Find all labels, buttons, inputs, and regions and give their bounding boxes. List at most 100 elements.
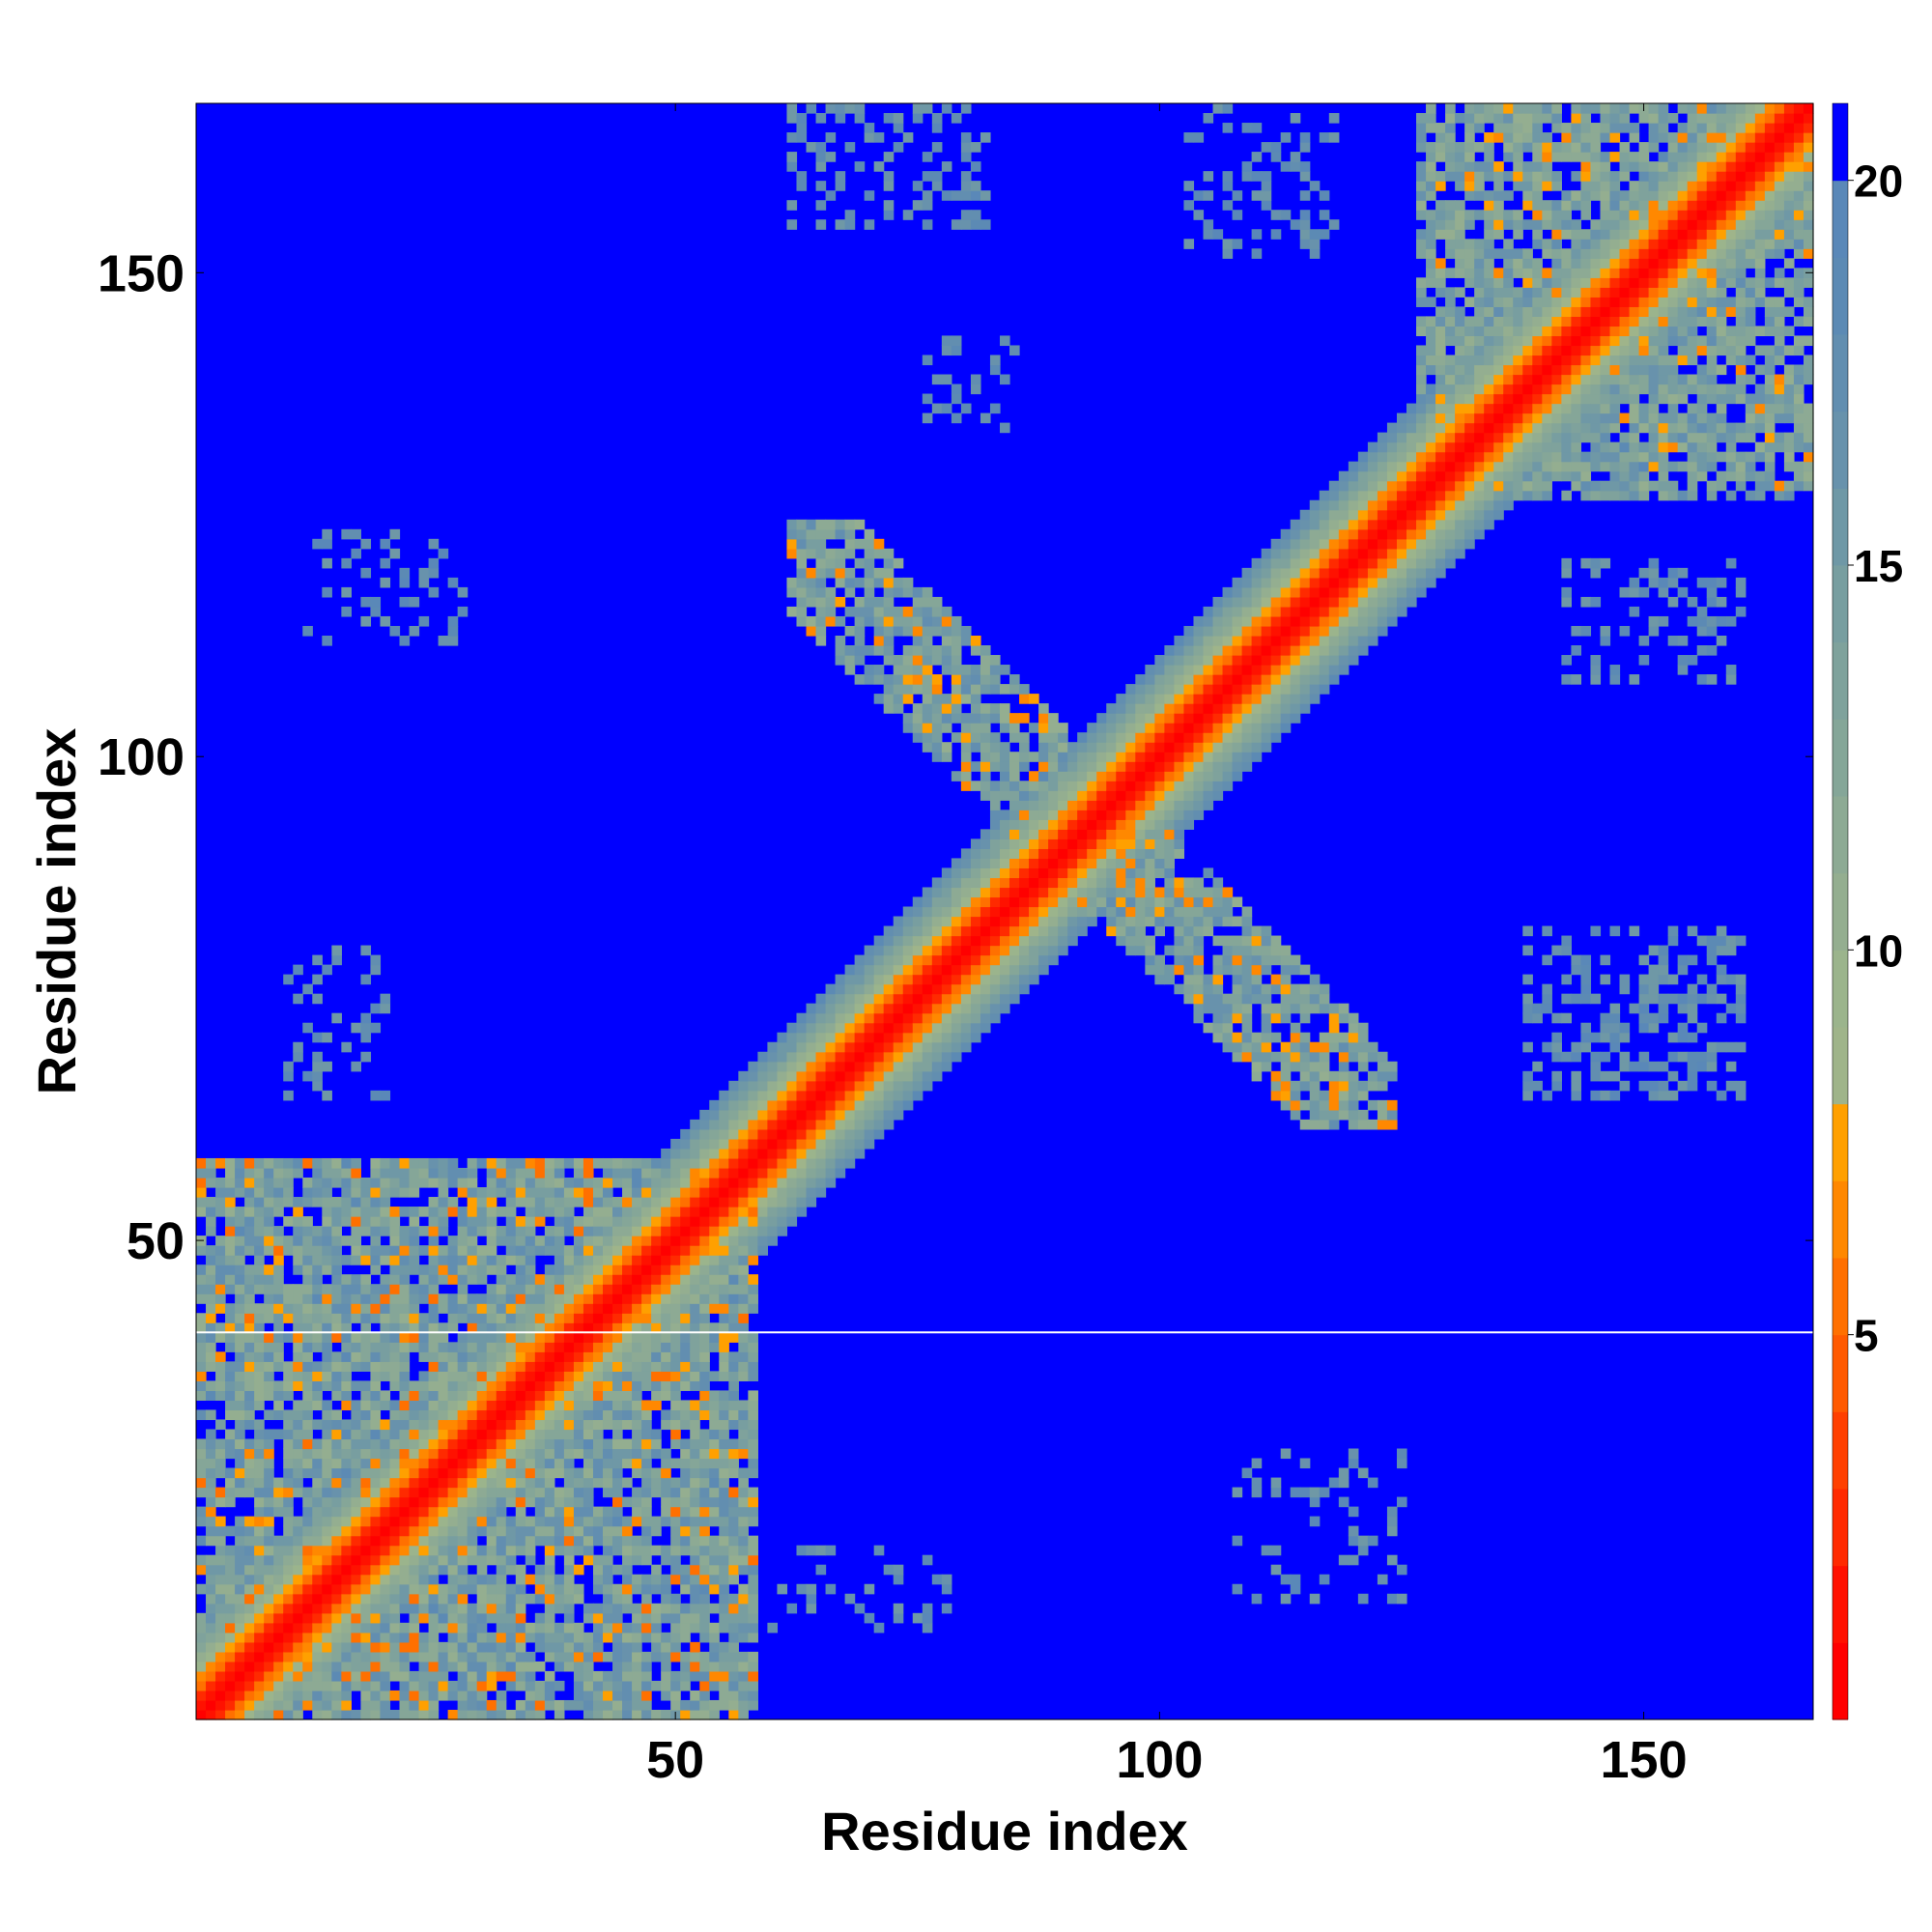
heatmap-cell (351, 1661, 361, 1672)
heatmap-cell (922, 935, 933, 947)
heatmap-cell (254, 1545, 265, 1556)
heatmap-cell (989, 945, 1001, 956)
heatmap-cell (244, 1419, 255, 1431)
heatmap-cell (941, 964, 952, 976)
heatmap-cell (380, 1197, 391, 1208)
heatmap-cell (612, 1661, 623, 1672)
heatmap-cell (341, 1167, 352, 1179)
heatmap-cell (438, 1593, 449, 1605)
heatmap-cell (1183, 896, 1195, 908)
heatmap-cell (844, 974, 856, 985)
heatmap-cell (302, 1197, 313, 1208)
heatmap-cell (825, 1167, 837, 1179)
heatmap-cell (302, 1690, 313, 1701)
heatmap-cell (389, 1371, 401, 1381)
heatmap-cell (748, 1574, 758, 1585)
heatmap-cell (447, 1612, 459, 1624)
heatmap-cell (603, 1390, 613, 1402)
heatmap-cell (1087, 877, 1097, 889)
heatmap-cell (418, 1574, 430, 1585)
heatmap-cell (835, 1051, 846, 1063)
heatmap-cell (312, 1322, 323, 1333)
heatmap-cell (360, 1661, 372, 1672)
heatmap-cell (951, 906, 962, 918)
heatmap-cell (360, 1458, 372, 1469)
heatmap-cell (380, 1361, 391, 1372)
heatmap-cell (1203, 615, 1214, 627)
heatmap-cell (709, 1245, 720, 1256)
heatmap-cell (912, 1041, 923, 1053)
heatmap-cell (777, 1070, 788, 1082)
heatmap-cell (632, 1409, 642, 1421)
heatmap-cell (641, 1690, 652, 1701)
heatmap-cell (902, 925, 914, 937)
heatmap-cell (1183, 906, 1195, 918)
heatmap-cell (690, 1216, 700, 1227)
heatmap-cell (196, 1467, 207, 1479)
heatmap-cell (418, 1709, 430, 1720)
heatmap-cell (447, 1622, 459, 1634)
heatmap-cell (573, 1535, 584, 1547)
heatmap-cell (360, 1390, 372, 1402)
heatmap-cell (1145, 964, 1155, 976)
heatmap-cell (341, 1603, 352, 1614)
heatmap-cell (428, 1467, 440, 1479)
heatmap-cell (554, 1651, 565, 1662)
heatmap-cell (582, 1342, 594, 1352)
heatmap-cell (1203, 229, 1214, 240)
heatmap-cell (254, 1516, 265, 1527)
heatmap-cell (534, 1390, 546, 1402)
heatmap-cell (670, 1670, 681, 1682)
heatmap-cell (573, 1351, 584, 1362)
heatmap-cell (534, 1690, 546, 1701)
heatmap-cell (370, 1216, 382, 1227)
heatmap-cell (534, 1525, 546, 1537)
heatmap-cell (283, 1680, 294, 1691)
heatmap-cell (215, 1574, 226, 1585)
heatmap-cell (264, 1351, 274, 1362)
heatmap-cell (622, 1303, 633, 1314)
heatmap-cell (370, 1236, 382, 1246)
heatmap-cell (960, 771, 972, 781)
heatmap-cell (1116, 732, 1126, 743)
heatmap-cell (1135, 703, 1146, 714)
heatmap-cell (603, 1670, 613, 1682)
heatmap-cell (544, 1332, 555, 1343)
heatmap-cell (796, 1207, 808, 1217)
heatmap-cell (951, 393, 962, 405)
heatmap-cell (1222, 742, 1234, 753)
heatmap-cell (989, 781, 1001, 791)
heatmap-cell (563, 1661, 575, 1672)
heatmap-cell (370, 1516, 382, 1527)
heatmap-cell (244, 1361, 255, 1372)
heatmap-cell (999, 810, 1010, 820)
heatmap-cell (1193, 655, 1205, 666)
heatmap-cell (815, 1109, 827, 1121)
heatmap-cell (1145, 829, 1155, 839)
heatmap-cell (1174, 964, 1185, 976)
heatmap-cell (573, 1525, 584, 1537)
heatmap-cell (312, 1167, 323, 1179)
heatmap-cell (1222, 723, 1234, 733)
heatmap-cell (264, 1603, 274, 1614)
heatmap-cell (1203, 761, 1214, 772)
heatmap-cell (757, 1070, 769, 1082)
heatmap-cell (641, 1264, 652, 1275)
heatmap-cell (196, 1197, 207, 1208)
heatmap-cell (283, 1525, 294, 1537)
heatmap-cells (196, 103, 1814, 1720)
heatmap-cell (467, 1487, 478, 1498)
heatmap-cell (544, 1699, 555, 1711)
heatmap-cell (341, 1622, 352, 1634)
heatmap-cell (582, 1371, 594, 1381)
heatmap-cell (418, 1157, 430, 1169)
heatmap-cell (719, 1574, 729, 1585)
heatmap-cell (777, 1167, 788, 1179)
heatmap-cell (476, 1641, 488, 1653)
heatmap-cell (680, 1535, 691, 1547)
heatmap-cell (215, 1661, 226, 1672)
heatmap-cell (554, 1264, 565, 1275)
heatmap-cell (796, 1138, 808, 1150)
heatmap-cell (873, 161, 885, 172)
heatmap-cell (893, 586, 904, 598)
